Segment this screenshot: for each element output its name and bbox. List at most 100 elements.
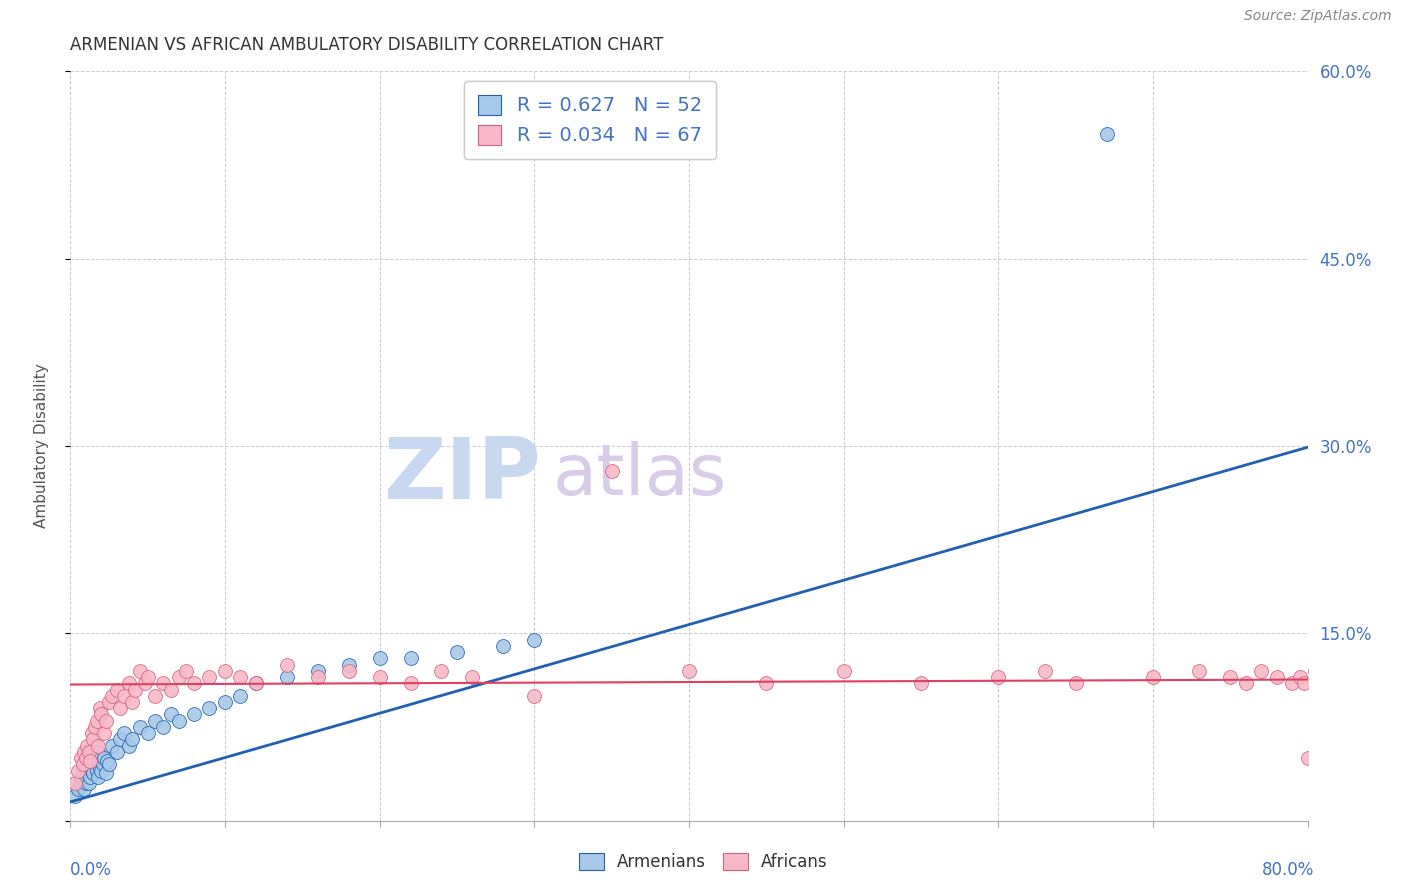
Point [145, 714, 167, 728]
Text: ZIP: ZIP [382, 434, 540, 517]
Point [114, 689, 136, 703]
Point [337, 657, 360, 672]
Point [82, 732, 105, 747]
Point [1289, 670, 1312, 684]
Legend: R = 0.627   N = 52, R = 0.034   N = 67: R = 0.627 N = 52, R = 0.034 N = 67 [464, 81, 716, 159]
Point [77, 776, 100, 790]
Point [523, 632, 546, 647]
Point [1296, 751, 1319, 765]
Point [80, 764, 103, 778]
Point [67, 764, 90, 778]
Point [152, 720, 174, 734]
Point [69, 776, 91, 790]
Point [145, 689, 167, 703]
Point [121, 732, 143, 747]
Point [75, 751, 97, 765]
Point [523, 689, 546, 703]
Text: 0.0%: 0.0% [70, 861, 112, 879]
Point [136, 670, 159, 684]
Point [67, 782, 90, 797]
Point [77, 745, 100, 759]
Point [63, 776, 86, 790]
Point [755, 676, 778, 690]
Point [105, 745, 128, 759]
Y-axis label: Ambulatory Disability: Ambulatory Disability [35, 364, 49, 528]
Point [136, 726, 159, 740]
Point [678, 664, 700, 678]
Point [214, 664, 236, 678]
Point [89, 761, 111, 775]
Point [86, 714, 108, 728]
Point [1095, 127, 1118, 141]
Point [79, 770, 101, 784]
Point [399, 676, 422, 690]
Point [1142, 670, 1164, 684]
Point [80, 726, 103, 740]
Point [108, 701, 131, 715]
Point [183, 707, 205, 722]
Point [399, 651, 422, 665]
Point [160, 707, 183, 722]
Point [96, 754, 118, 768]
Legend: Armenians, Africans: Armenians, Africans [571, 845, 835, 880]
Point [198, 701, 221, 715]
Point [600, 464, 623, 478]
Point [121, 695, 143, 709]
Point [368, 651, 391, 665]
Point [832, 664, 855, 678]
Point [105, 682, 128, 697]
Point [1234, 676, 1257, 690]
Point [93, 751, 115, 765]
Point [167, 670, 190, 684]
Point [79, 754, 101, 768]
Point [174, 664, 197, 678]
Point [76, 739, 98, 753]
Point [1064, 676, 1087, 690]
Point [229, 689, 252, 703]
Point [1309, 782, 1331, 797]
Point [1305, 664, 1327, 678]
Point [72, 757, 94, 772]
Point [1265, 670, 1288, 684]
Point [84, 751, 107, 765]
Point [118, 739, 141, 753]
Point [987, 670, 1010, 684]
Point [245, 676, 267, 690]
Point [229, 670, 252, 684]
Text: Source: ZipAtlas.com: Source: ZipAtlas.com [1244, 9, 1392, 23]
Point [94, 766, 117, 780]
Point [98, 695, 121, 709]
Point [1250, 664, 1272, 678]
Point [124, 682, 146, 697]
Point [1219, 670, 1241, 684]
Point [94, 714, 117, 728]
Point [1294, 676, 1316, 690]
Point [75, 770, 97, 784]
Point [76, 764, 98, 778]
Point [1188, 664, 1211, 678]
Point [98, 757, 121, 772]
Point [492, 639, 515, 653]
Point [167, 714, 190, 728]
Point [307, 670, 329, 684]
Point [461, 670, 484, 684]
Point [368, 670, 391, 684]
Point [89, 701, 111, 715]
Point [73, 782, 96, 797]
Point [90, 764, 112, 778]
Text: ARMENIAN VS AFRICAN AMBULATORY DISABILITY CORRELATION CHART: ARMENIAN VS AFRICAN AMBULATORY DISABILIT… [70, 36, 664, 54]
Point [77, 757, 100, 772]
Point [276, 670, 298, 684]
Point [214, 695, 236, 709]
Point [152, 676, 174, 690]
Point [1281, 676, 1303, 690]
Point [70, 770, 93, 784]
Point [307, 664, 329, 678]
Point [101, 689, 124, 703]
Point [86, 764, 108, 778]
Point [70, 751, 93, 765]
Point [129, 664, 152, 678]
Point [72, 764, 94, 778]
Point [183, 676, 205, 690]
Point [134, 676, 156, 690]
